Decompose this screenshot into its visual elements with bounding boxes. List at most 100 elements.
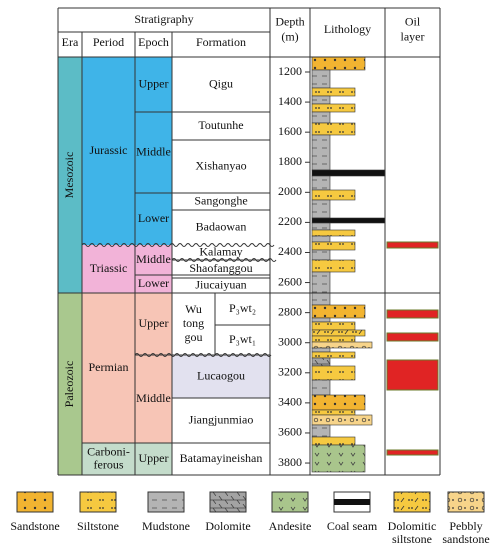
legend-label: Mudstone <box>142 519 190 533</box>
legend-label: Coal seam <box>327 519 378 533</box>
period-label: Jurassic <box>90 143 128 157</box>
period-fill <box>82 443 172 475</box>
header-depth: Depth <box>275 14 304 28</box>
legend-label: Dolomite <box>205 519 250 533</box>
rock-layer <box>311 122 356 136</box>
epoch-label: Middle <box>136 252 171 266</box>
epoch-label: Lower <box>138 276 169 290</box>
formation-label: Shaofanggou <box>189 261 252 275</box>
rock-layer <box>311 379 331 396</box>
rock-layer <box>311 169 386 177</box>
legend-label: sandstone <box>442 532 489 546</box>
legend-swatch <box>147 491 185 513</box>
header-formation: Formation <box>196 35 246 49</box>
depth-label: 3800 <box>278 455 302 469</box>
header-title: Stratigraphy <box>134 12 193 26</box>
legend-swatch <box>393 491 431 513</box>
rock-layer <box>311 357 331 367</box>
rock-layer <box>311 394 366 411</box>
rock-layer <box>311 351 356 359</box>
rock-layer <box>311 134 331 171</box>
depth-label: 1400 <box>278 94 302 108</box>
depth-label: 1200 <box>278 64 302 78</box>
oil-layer <box>386 309 439 319</box>
header-lithology: Lithology <box>324 22 371 36</box>
depth-label: 2400 <box>278 244 302 258</box>
unconformity <box>134 353 272 357</box>
legend-swatch <box>334 499 370 505</box>
oil-layer <box>386 359 439 391</box>
period-label: Permian <box>89 360 129 374</box>
epoch-label: Middle <box>136 391 171 405</box>
rock-layer <box>311 103 356 113</box>
formation-label: Xishanyao <box>195 158 246 172</box>
formation-label: Badaowan <box>196 219 247 233</box>
rock-layer <box>311 56 366 71</box>
rock-layer <box>311 444 366 473</box>
rock-layer <box>311 271 331 306</box>
era-fill <box>58 293 82 475</box>
oil-layer <box>386 449 439 456</box>
period-fill <box>82 57 172 245</box>
formation-label: Kalamay <box>199 244 242 258</box>
rock-layer <box>311 249 331 261</box>
rock-layer <box>311 199 331 219</box>
rock-layer <box>311 217 386 224</box>
era-label: Mesozoic <box>62 152 76 199</box>
header-oil-layer: Oil <box>405 14 421 28</box>
depth-label: 1800 <box>278 154 302 168</box>
depth-label: 3600 <box>278 425 302 439</box>
epoch-label: Lower <box>138 211 169 225</box>
formation-label: P₃wt₁ <box>229 332 256 346</box>
rock-layer <box>311 365 356 381</box>
rock-layer <box>311 414 373 426</box>
formation-label: Qigu <box>209 76 233 90</box>
formation-label: Toutunhe <box>198 118 243 132</box>
depth-label: 3400 <box>278 395 302 409</box>
rock-layer <box>311 222 331 231</box>
column-fills <box>58 57 270 475</box>
rock-layer <box>311 341 373 349</box>
formation-label: gou <box>185 330 203 344</box>
rock-layer <box>311 235 331 243</box>
era-label: Paleozoic <box>62 361 76 408</box>
rock-layer <box>311 241 356 251</box>
legend-swatch <box>271 491 309 513</box>
depth-label: 2800 <box>278 304 302 318</box>
rock-layer <box>311 304 366 319</box>
depth-label: 2600 <box>278 274 302 288</box>
formation-label: Lucaogou <box>197 368 245 382</box>
oil-layer <box>386 241 439 249</box>
depth-label: 1600 <box>278 124 302 138</box>
rock-layer <box>311 329 366 337</box>
rock-layer <box>311 317 331 323</box>
header-oil-layer: layer <box>401 29 425 43</box>
table-lines <box>57 7 441 476</box>
epoch-label: Upper <box>139 451 169 465</box>
rock-layer <box>311 436 356 446</box>
legend-label: Andesite <box>269 519 312 533</box>
unconformity <box>81 243 275 247</box>
rock-layer <box>311 95 331 105</box>
formation-label: Jiangjunmiao <box>189 412 254 426</box>
rock-layer <box>311 259 356 273</box>
formation-label: Jiucaiyuan <box>195 277 246 291</box>
legend-swatch <box>209 491 247 513</box>
epoch-label: Middle <box>136 144 171 158</box>
legend-label: Pebbly <box>449 519 482 533</box>
rock-layer <box>311 111 331 124</box>
period-fill <box>82 293 172 443</box>
era-fill <box>58 57 82 293</box>
rock-layer <box>311 69 331 89</box>
formation-label: tong <box>183 316 204 330</box>
depth-label: 2000 <box>278 184 302 198</box>
legend-label: siltstone <box>392 532 432 546</box>
rock-layer <box>311 347 331 353</box>
depth-label: 3000 <box>278 334 302 348</box>
period-fill <box>82 245 172 293</box>
formation-label: P₃wt₂ <box>229 301 256 315</box>
depth-label: 2200 <box>278 214 302 228</box>
period-label: ferous <box>94 457 124 471</box>
legend-swatch <box>16 491 54 513</box>
